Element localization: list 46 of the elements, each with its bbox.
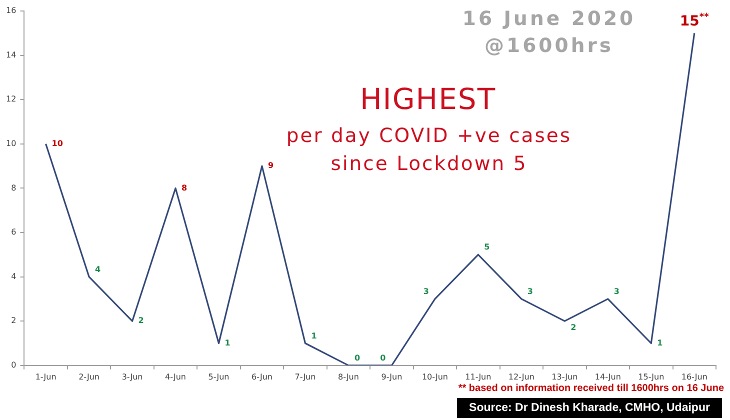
y-tick-label: 14 [6, 50, 16, 60]
x-tick-label: 7-Jun [294, 372, 316, 382]
data-label: 3 [614, 287, 620, 296]
x-tick-label: 9-Jun [381, 372, 402, 382]
data-label: 5 [484, 242, 490, 252]
data-label: 1 [224, 338, 231, 348]
x-tick-label: 10-Jun [422, 372, 448, 382]
x-tick-label: 6-Jun [252, 372, 272, 382]
y-tick-label: 4 [11, 272, 16, 281]
y-tick-label: 0 [11, 360, 16, 370]
y-tick-label: 12 [6, 94, 16, 104]
data-label: 15** [680, 12, 710, 30]
x-tick-label: 3-Jun [122, 372, 143, 382]
data-label: 9 [268, 161, 274, 170]
x-tick-label: 16-Jun [681, 372, 708, 382]
data-label: 10 [52, 138, 64, 148]
data-label: 2 [138, 316, 144, 326]
data-label: 8 [182, 183, 188, 192]
x-tick-label: 12-Jun [508, 372, 534, 382]
x-tick-label: 8-Jun [338, 372, 359, 382]
data-label: 2 [570, 323, 576, 332]
y-tick-label: 8 [11, 183, 16, 192]
x-tick-label: 15-Jun [638, 372, 664, 382]
data-label: 0 [380, 353, 386, 362]
y-tick-label: 2 [11, 316, 16, 326]
x-tick-label: 13-Jun [552, 372, 578, 382]
x-tick-label: 11-Jun [465, 372, 492, 382]
data-label: 1 [657, 338, 664, 348]
x-tick-label: 5-Jun [208, 372, 230, 382]
x-tick-label: 2-Jun [78, 372, 100, 382]
text: HIGHEST [358, 82, 498, 116]
data-label: 3 [527, 287, 534, 296]
data-label: 1 [311, 331, 318, 340]
source-note: Source: Dr Dinesh Kharade, CMHO, Udaipur [457, 398, 722, 418]
x-tick-label: 1-Jun [35, 372, 56, 382]
y-tick-label: 6 [11, 228, 16, 237]
x-tick-label: 4-Jun [165, 372, 186, 382]
data-label: 4 [95, 264, 102, 274]
x-tick-label: 14-Jun [594, 372, 621, 382]
y-tick-label: 16 [6, 6, 16, 16]
text: ** based on information received till 1600hrs on 16 June [458, 383, 724, 394]
data-label: 0 [354, 353, 360, 362]
y-tick-label: 10 [6, 138, 16, 148]
text: per day COVID +ve cases since Lockdown 5 [285, 123, 573, 177]
data-label: 3 [423, 287, 429, 296]
annotation: 16 June 2020 @1600hrs [461, 6, 637, 59]
